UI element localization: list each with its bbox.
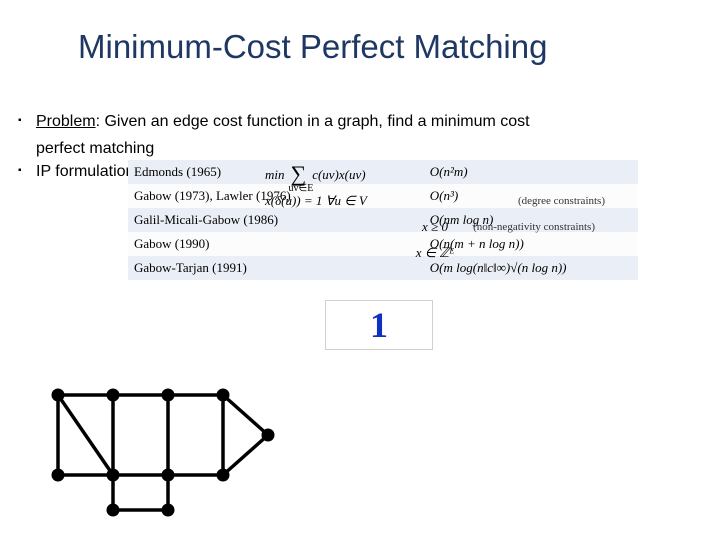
graph-diagram: [38, 370, 283, 525]
graph-node: [107, 469, 120, 482]
graph-node: [262, 429, 275, 442]
bullet-ip-text: IP formulation:: [36, 160, 139, 183]
ip-nonneg: x ≥ 0: [422, 219, 448, 235]
bullet-problem-text: Problem: Given an edge cost function in …: [36, 110, 530, 133]
graph-edge: [223, 435, 268, 475]
bullet-problem: ▪ Problem: Given an edge cost function i…: [18, 110, 692, 133]
problem-label: Problem: [36, 113, 96, 130]
bullet-continuation-text: perfect matching: [36, 137, 154, 160]
ip-integrality: x ∈ ℤᴱ: [416, 245, 455, 261]
boxed-number: 1: [325, 300, 433, 350]
ip-degree-annot: (degree constraints): [518, 195, 605, 207]
ip-formulation: min ∑ uv∈E c(uv)x(uv) x(δ(u)) = 1 ∀u ∈ V…: [265, 162, 605, 266]
graph-node: [107, 389, 120, 402]
ip-nonneg-annot: (non-negativity constraints): [473, 221, 595, 233]
ip-degree: x(δ(u)) = 1 ∀u ∈ V: [265, 193, 367, 209]
ip-row-integrality: x ∈ ℤᴱ: [265, 240, 605, 266]
ip-row-objective: min ∑ uv∈E c(uv)x(uv): [265, 162, 605, 188]
slide-title: Minimum-Cost Perfect Matching: [78, 28, 547, 66]
bullet-mark-icon: ▪: [18, 160, 36, 183]
boxed-number-value: 1: [370, 304, 388, 346]
problem-body: : Given an edge cost function in a graph…: [96, 113, 530, 130]
graph-node: [217, 469, 230, 482]
graph-node: [162, 389, 175, 402]
ip-row-nonneg: x ≥ 0 (non-negativity constraints): [265, 214, 605, 240]
graph-edge: [223, 395, 268, 435]
bullet-mark-icon: ▪: [18, 110, 36, 133]
ip-objective-body: c(uv)x(uv): [312, 167, 365, 183]
ip-sum-sub: uv∈E: [289, 183, 329, 194]
bullet-spacer: [18, 137, 36, 160]
graph-node: [52, 389, 65, 402]
graph-node: [162, 469, 175, 482]
graph-node: [162, 504, 175, 517]
graph-edge: [58, 395, 113, 475]
bullet-continuation: perfect matching: [18, 137, 692, 160]
graph-node: [107, 504, 120, 517]
graph-node: [52, 469, 65, 482]
graph-node: [217, 389, 230, 402]
ip-min: min: [265, 167, 285, 183]
